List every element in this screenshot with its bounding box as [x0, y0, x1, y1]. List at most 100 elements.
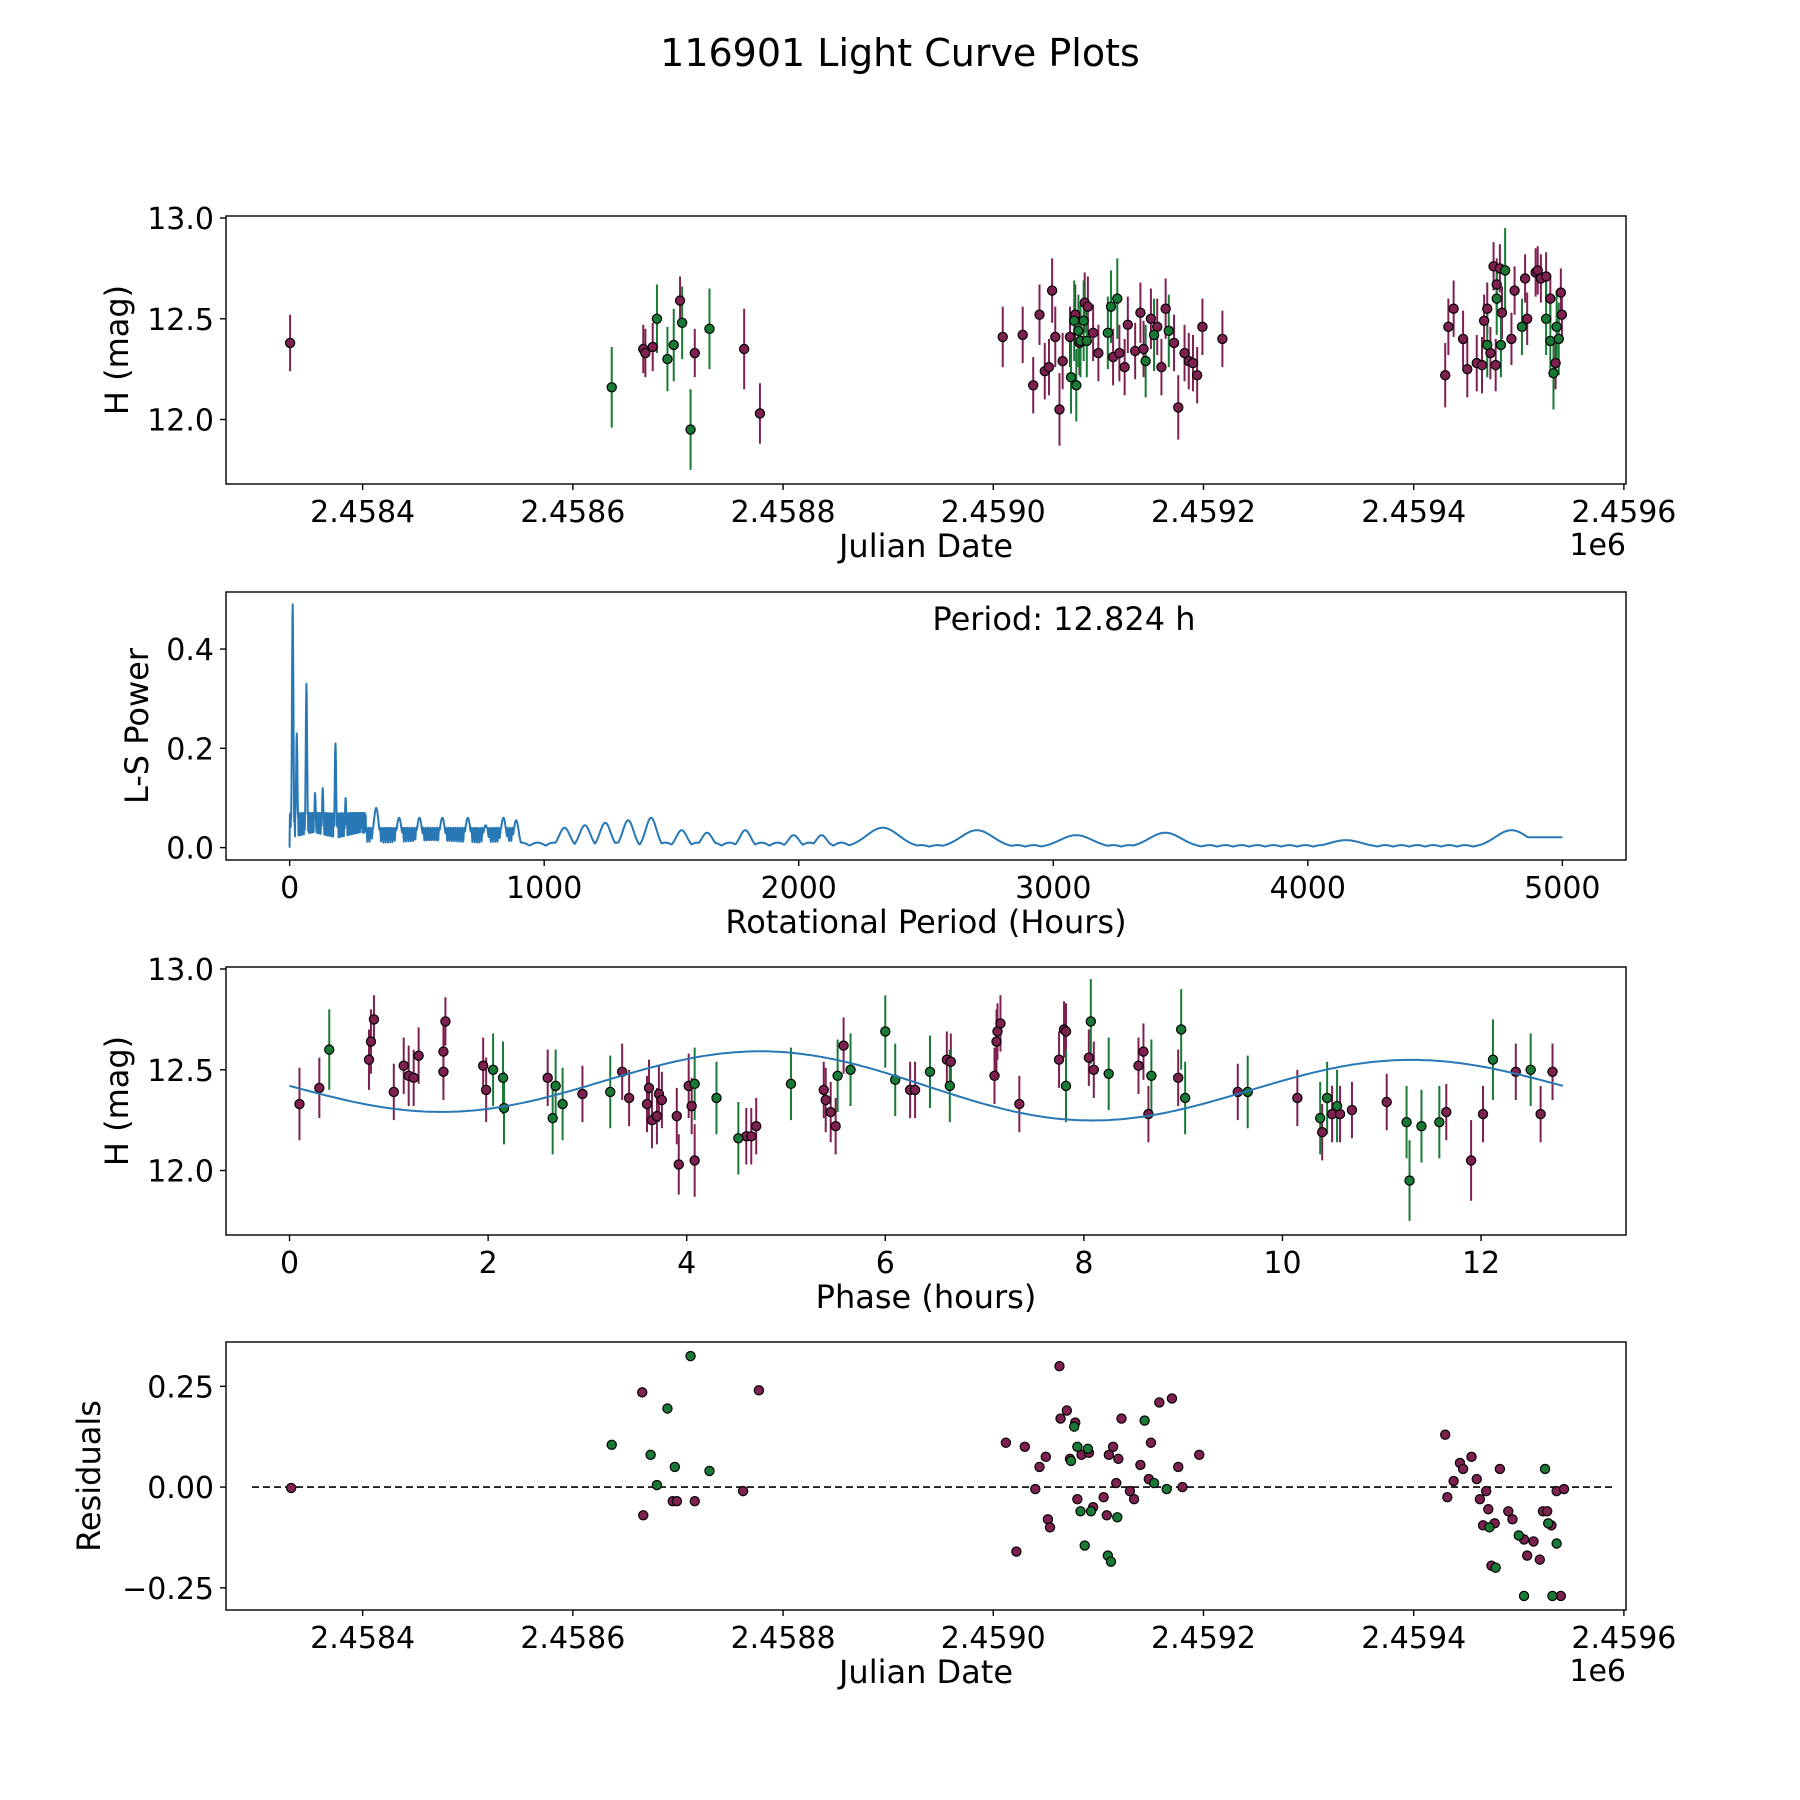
data-point: [924, 1066, 936, 1077]
residual-point: [1055, 1413, 1066, 1424]
data-point: [1148, 329, 1160, 341]
data-point: [845, 1064, 856, 1075]
y-tick-label: −0.25: [122, 1572, 214, 1607]
lightcurve-y-ticks: 12.0 12.5 13.0: [147, 202, 226, 439]
phased-x-ticks: 0 2 4 6 8 10 12: [280, 1235, 1500, 1281]
data-point: [685, 424, 696, 435]
data-point: [606, 382, 617, 393]
residual-point: [1471, 1473, 1482, 1485]
data-point: [1175, 1024, 1187, 1035]
data-point: [1145, 313, 1157, 324]
data-point: [1457, 333, 1469, 345]
data-point: [1102, 327, 1114, 339]
residual-point: [1101, 1510, 1112, 1521]
residual-point: [638, 1510, 649, 1521]
residual-point: [1518, 1590, 1530, 1602]
data-point: [1316, 1127, 1328, 1138]
data-point: [997, 331, 1008, 343]
lightcurve-y-label: H (mag): [98, 285, 136, 415]
data-point: [785, 1078, 797, 1090]
x-tick-label: 2.4584: [310, 1621, 415, 1656]
data-point: [1525, 1064, 1536, 1075]
data-point: [1506, 333, 1517, 345]
data-point: [477, 1060, 489, 1071]
data-point: [365, 1036, 377, 1047]
residual-point: [1494, 1463, 1506, 1475]
data-point: [1088, 1064, 1100, 1075]
data-point: [1545, 335, 1556, 347]
data-point: [577, 1088, 588, 1100]
data-point: [284, 337, 296, 349]
data-point: [1401, 1116, 1412, 1128]
data-point: [1122, 319, 1134, 331]
data-point: [547, 1112, 558, 1124]
data-point: [497, 1072, 509, 1084]
periodogram-line: [288, 603, 1564, 848]
data-point: [1068, 315, 1080, 326]
residual-point: [662, 1403, 673, 1414]
x-tick-label: 0: [280, 871, 299, 906]
data-point: [1545, 293, 1556, 304]
data-point: [1081, 335, 1093, 347]
y-tick-label: 12.5: [147, 303, 214, 338]
residuals-x-label: Julian Date: [837, 1653, 1013, 1691]
data-point: [1060, 1080, 1072, 1092]
data-point: [408, 1072, 419, 1084]
data-point: [818, 1084, 829, 1096]
residual-point: [1113, 1453, 1124, 1465]
x-tick-label: 2.4592: [1151, 495, 1256, 530]
residual-point: [1166, 1393, 1178, 1404]
residual-point: [1128, 1493, 1140, 1505]
residual-point: [1513, 1530, 1524, 1541]
residual-point: [1161, 1483, 1172, 1495]
x-tick-label: 2000: [761, 871, 837, 906]
data-point: [1135, 307, 1146, 318]
data-point: [668, 339, 679, 351]
data-point: [1555, 287, 1567, 298]
periodogram-y-ticks: 0.0 0.2 0.4: [166, 633, 226, 867]
data-point: [1404, 1175, 1415, 1186]
periodogram-x-label: Rotational Period (Hours): [725, 903, 1126, 941]
phased-y-label: H (mag): [98, 1036, 136, 1166]
residual-point: [1034, 1461, 1045, 1473]
data-point: [398, 1060, 409, 1071]
data-point: [1054, 404, 1065, 415]
residual-point: [1065, 1455, 1077, 1467]
data-point: [1163, 325, 1174, 337]
data-point: [711, 1092, 722, 1104]
lightcurve-offset-label: 1e6: [1569, 528, 1626, 563]
phased-fit-curve: [289, 1050, 1564, 1122]
x-tick-label: 2.4588: [731, 495, 836, 530]
data-point: [1522, 313, 1533, 324]
data-point: [1482, 303, 1493, 314]
data-point: [1087, 327, 1099, 339]
data-point: [1440, 369, 1451, 381]
data-point: [1509, 285, 1520, 296]
residual-point: [1177, 1481, 1188, 1493]
data-point: [438, 1046, 449, 1057]
x-tick-label: 12: [1462, 1246, 1500, 1281]
data-point: [1482, 339, 1493, 351]
data-point: [1129, 345, 1141, 357]
data-point: [1540, 271, 1552, 282]
data-point: [746, 1131, 757, 1142]
residual-point: [1011, 1546, 1022, 1557]
data-point: [754, 408, 766, 419]
data-point: [651, 1110, 663, 1122]
data-point: [1034, 309, 1045, 320]
x-tick-label: 3000: [1015, 871, 1091, 906]
data-point: [1060, 1026, 1072, 1037]
lightcurve-panel: 2.4584 2.4586 2.4588 2.4590 2.4592 2.4594 2.45…: [98, 202, 1676, 565]
y-tick-label: 0.25: [147, 1370, 214, 1405]
x-tick-label: 4000: [1270, 871, 1346, 906]
y-tick-label: 0.00: [147, 1471, 214, 1506]
residuals-plot-area: [225, 1341, 1627, 1611]
data-point: [480, 1084, 492, 1096]
data-point: [487, 1064, 499, 1075]
data-point: [1550, 357, 1561, 369]
data-point: [1179, 1092, 1191, 1104]
residual-point: [1098, 1491, 1109, 1503]
data-point: [1064, 331, 1076, 343]
residual-point: [1442, 1491, 1453, 1503]
